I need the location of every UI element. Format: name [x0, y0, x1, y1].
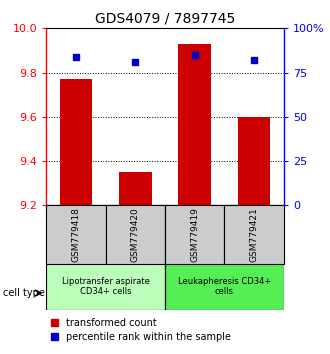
Bar — [59, 79, 92, 205]
Point — [192, 52, 197, 58]
Text: Lipotransfer aspirate
CD34+ cells: Lipotransfer aspirate CD34+ cells — [62, 277, 149, 296]
Bar — [178, 44, 211, 205]
Bar — [106, 205, 165, 264]
Bar — [238, 117, 271, 205]
Legend: transformed count, percentile rank within the sample: transformed count, percentile rank withi… — [51, 318, 231, 342]
Point — [133, 59, 138, 65]
Text: GSM779420: GSM779420 — [131, 207, 140, 262]
Text: cell type: cell type — [3, 288, 45, 298]
Text: GSM779421: GSM779421 — [249, 207, 259, 262]
Text: Leukapheresis CD34+
cells: Leukapheresis CD34+ cells — [178, 277, 271, 296]
Point — [251, 57, 257, 63]
Bar — [119, 172, 151, 205]
Bar — [165, 205, 224, 264]
Point — [73, 54, 79, 59]
Title: GDS4079 / 7897745: GDS4079 / 7897745 — [95, 12, 235, 26]
Bar — [224, 205, 284, 264]
Bar — [46, 205, 106, 264]
Text: GSM779418: GSM779418 — [71, 207, 81, 262]
Text: GSM779419: GSM779419 — [190, 207, 199, 262]
Bar — [46, 264, 165, 310]
Bar — [165, 264, 284, 310]
